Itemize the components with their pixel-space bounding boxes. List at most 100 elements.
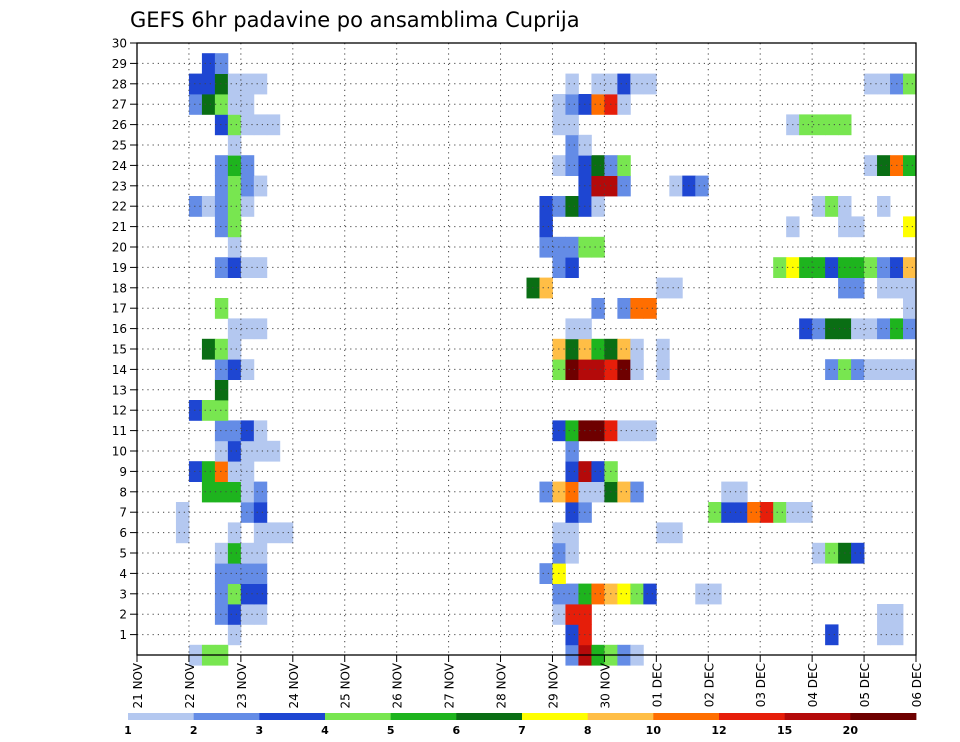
member-11-cell — [591, 420, 605, 442]
member-19-cell — [799, 257, 813, 278]
member-11-cell — [214, 420, 229, 442]
member-22-cell — [539, 196, 553, 217]
member-17-cell — [903, 298, 917, 319]
colorbar-label: 5 — [387, 724, 395, 737]
member-14-cell — [565, 359, 579, 380]
member-10-cell — [214, 440, 229, 462]
x-tick-label: 22 NOV — [183, 662, 197, 708]
y-tick-label: 22 — [112, 200, 127, 214]
colorbar: 1 2 3 4 5 6 7 8 10 12 15 20 — [124, 713, 917, 737]
member-2-cell — [240, 604, 255, 625]
y-tick-label: 5 — [119, 547, 127, 561]
member-3-cell — [565, 583, 579, 605]
member-19-cell — [773, 257, 787, 278]
member-23-cell — [253, 175, 268, 197]
member-24-cell — [240, 155, 255, 176]
member-25-cell — [565, 134, 579, 156]
colorbar-label: 10 — [646, 724, 662, 737]
x-tick-label: 06 DEC — [910, 663, 924, 707]
member-1-cell — [565, 624, 579, 646]
y-tick-label: 14 — [112, 363, 127, 377]
y-tick-label: 7 — [119, 506, 127, 520]
member-9-cell — [188, 461, 203, 482]
member-8-cell — [617, 481, 631, 503]
member-20-cell — [565, 236, 579, 258]
member-17-cell — [643, 298, 657, 319]
y-tick-label: 27 — [112, 98, 127, 112]
member-27-cell — [188, 94, 203, 115]
x-tick-label: 05 DEC — [858, 663, 872, 707]
member-4-cell — [240, 563, 255, 584]
member-28-cell — [227, 73, 242, 95]
member-26-cell — [227, 114, 242, 136]
colorbar-swatch — [522, 713, 589, 720]
member-4-cell — [539, 563, 553, 584]
x-tick-label: 26 NOV — [391, 662, 405, 708]
member-28-cell — [591, 73, 605, 95]
y-tick-label: 21 — [112, 220, 127, 234]
y-tick-label: 18 — [112, 281, 127, 295]
member-27-cell — [201, 94, 216, 115]
member-28-cell — [643, 73, 657, 95]
member-28-cell — [188, 73, 203, 95]
y-tick-label: 20 — [112, 241, 127, 255]
x-tick-label: 28 NOV — [495, 662, 509, 708]
member-15-cell — [201, 338, 216, 360]
member-7-cell — [773, 502, 787, 523]
x-tick-label: 24 NOV — [287, 662, 301, 708]
member-17-cell — [214, 298, 229, 319]
colorbar-swatch — [587, 713, 654, 720]
member-14-cell — [214, 359, 229, 380]
member-12-cell — [214, 400, 229, 421]
member-5-cell — [214, 542, 229, 564]
member-5-cell — [825, 542, 839, 564]
member-28-cell — [214, 73, 229, 95]
member-14-cell — [240, 359, 255, 380]
colorbar-label: 8 — [584, 724, 592, 737]
y-tick-label: 12 — [112, 404, 127, 418]
member-25-cell — [227, 134, 242, 156]
member-2-cell — [253, 604, 268, 625]
member-27-cell — [214, 94, 229, 115]
member-4-cell — [227, 563, 242, 584]
member-16-cell — [253, 318, 268, 340]
y-tick-label: 29 — [112, 57, 127, 71]
member-2-cell — [565, 604, 579, 625]
y-tick-label: 15 — [112, 343, 127, 357]
member-9-cell — [214, 461, 229, 482]
member-14-cell — [903, 359, 917, 380]
member-21-cell — [903, 216, 917, 238]
member-3-cell — [253, 583, 268, 605]
grid-lines — [137, 43, 916, 655]
member-28-cell — [877, 73, 891, 95]
colorbar-label: 2 — [190, 724, 198, 737]
x-tick-label: 04 DEC — [806, 663, 820, 707]
member-14-cell — [617, 359, 631, 380]
y-tick-label: 1 — [119, 628, 127, 642]
member-21-cell — [539, 216, 553, 238]
member-24-cell — [227, 155, 242, 176]
member-27-cell — [227, 94, 242, 115]
member-1-cell — [227, 624, 242, 646]
y-tick-label: 13 — [112, 383, 127, 397]
member-15-cell — [227, 338, 242, 360]
member-23-cell — [214, 175, 229, 197]
member-18-cell — [851, 277, 865, 299]
member-21-cell — [851, 216, 865, 238]
member-7-cell — [565, 502, 579, 523]
y-tick-label: 28 — [112, 77, 127, 91]
member-19-cell — [903, 257, 917, 278]
member-5-cell — [253, 542, 268, 564]
member-18-cell — [669, 277, 683, 299]
member-10-cell — [266, 440, 281, 462]
y-tick-label: 30 — [112, 37, 127, 51]
member-16-cell — [851, 318, 865, 340]
member-19-cell — [565, 257, 579, 278]
member-20-cell — [591, 236, 605, 258]
member-19-cell — [253, 257, 268, 278]
member-23-cell — [227, 175, 242, 197]
member-19-cell — [851, 257, 865, 278]
x-tick-label: 25 NOV — [339, 662, 353, 708]
member-29-cell — [214, 53, 229, 74]
